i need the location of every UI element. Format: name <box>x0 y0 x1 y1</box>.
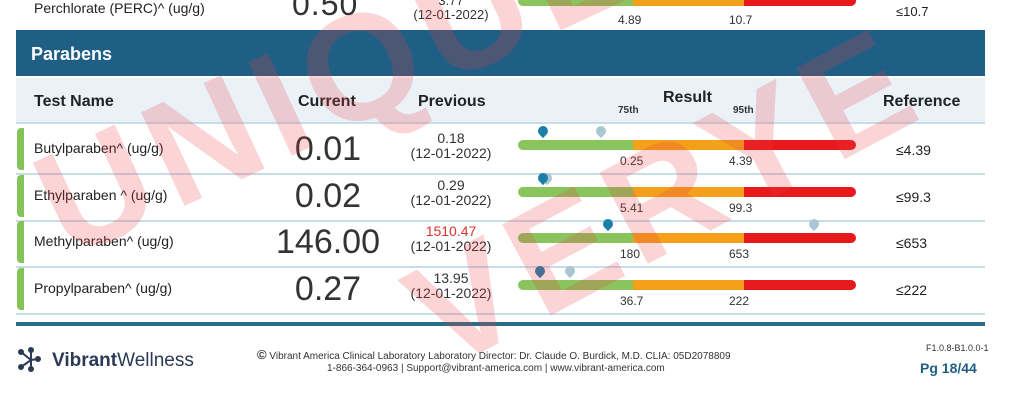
row-divider <box>16 220 985 222</box>
bar-high-segment <box>744 233 856 243</box>
header-result: Result <box>663 89 712 106</box>
bar-high-segment <box>744 0 856 6</box>
row-divider <box>16 173 985 175</box>
current-value: 0.50 <box>292 0 359 22</box>
result-bar <box>518 280 856 290</box>
bar-normal-segment <box>518 140 633 150</box>
previous-date: (12-01-2022) <box>413 7 489 22</box>
section-header-bar <box>16 30 985 76</box>
row-divider <box>16 122 985 124</box>
reference-value: ≤653 <box>896 235 928 251</box>
test-name: Butylparaben^ (ug/g) <box>34 140 164 156</box>
previous-marker-icon <box>593 123 608 139</box>
header-test-name: Test Name <box>34 93 114 110</box>
previous-date: (12-01-2022) <box>410 285 492 301</box>
previous-value: 0.18 (12-01-2022) <box>403 131 499 161</box>
copyright-icon: © <box>257 347 267 362</box>
tick-95th: 4.39 <box>729 154 753 168</box>
row-status-tab <box>17 175 24 217</box>
bar-normal-segment <box>518 233 633 243</box>
tick-75th: 4.89 <box>618 13 642 27</box>
reference-value: ≤4.39 <box>896 142 931 158</box>
row-status-tab <box>17 128 24 170</box>
reference-value: ≤99.3 <box>896 189 931 205</box>
previous-value: 13.95 (12-01-2022) <box>403 271 499 301</box>
previous-value: 1510.47 (12-01-2022) <box>403 224 499 254</box>
bar-normal-segment <box>518 0 633 6</box>
previous-number: 0.29 <box>437 177 465 193</box>
previous-number: 3.77 <box>438 0 464 8</box>
previous-date: (12-01-2022) <box>410 192 492 208</box>
table-header <box>16 78 985 122</box>
logo-light: Wellness <box>117 350 194 371</box>
previous-date: (12-01-2022) <box>410 145 492 161</box>
bar-elevated-segment <box>632 187 745 197</box>
current-marker-icon <box>536 123 551 139</box>
result-bar <box>518 233 856 243</box>
footer-lab-info: © Vibrant America Clinical Laboratory La… <box>257 347 731 362</box>
reference-value: ≤222 <box>896 282 928 298</box>
result-bar <box>518 187 856 197</box>
previous-date: (12-01-2022) <box>410 238 492 254</box>
tick-95th: 10.7 <box>729 13 753 27</box>
bar-high-segment <box>744 280 856 290</box>
bar-elevated-segment <box>632 233 745 243</box>
row-status-tab <box>17 268 24 310</box>
tick-95th: 653 <box>729 247 750 261</box>
test-name: Propylparaben^ (ug/g) <box>34 280 173 296</box>
row-status-tab <box>17 221 24 263</box>
current-value: 146.00 <box>276 223 380 261</box>
bar-elevated-segment <box>632 140 745 150</box>
vibrant-logo-icon <box>16 347 48 378</box>
bar-elevated-segment <box>632 0 745 6</box>
tick-75th: 5.41 <box>620 201 644 215</box>
current-value: 0.02 <box>294 177 362 215</box>
header-75th: 75th <box>618 105 639 116</box>
logo-bold: Vibrant <box>52 350 118 371</box>
page-number: Pg 18/44 <box>920 360 977 376</box>
section-title: Parabens <box>31 44 113 64</box>
test-name: Perchlorate (PERC)^ (ug/g) <box>34 0 205 16</box>
bar-elevated-segment <box>632 280 745 290</box>
version-label: F1.0.8-B1.0.0-1 <box>926 343 989 353</box>
result-bar <box>518 140 856 150</box>
footer-divider <box>16 322 985 326</box>
row-divider <box>16 313 985 315</box>
result-bar <box>518 0 856 6</box>
header-current: Current <box>298 93 356 110</box>
header-reference: Reference <box>883 93 961 110</box>
vibrant-logo-text: VibrantWellness <box>52 350 194 372</box>
tick-95th: 222 <box>729 294 750 308</box>
header-previous: Previous <box>418 93 486 110</box>
previous-number: 13.95 <box>433 270 469 286</box>
tick-75th: 36.7 <box>620 294 644 308</box>
previous-value: 3.77 (12-01-2022) <box>403 0 499 22</box>
bar-normal-segment <box>518 187 633 197</box>
tick-95th: 99.3 <box>729 201 753 215</box>
test-name: Methylparaben^ (ug/g) <box>34 233 174 249</box>
current-value: 0.01 <box>294 130 362 168</box>
footer-contact: 1-866-364-0963 | Support@vibrant-america… <box>327 363 665 374</box>
tick-75th: 0.25 <box>620 154 644 168</box>
header-95th: 95th <box>733 105 754 116</box>
current-value: 0.27 <box>294 270 362 308</box>
row-divider <box>16 266 985 268</box>
previous-value: 0.29 (12-01-2022) <box>403 178 499 208</box>
previous-number: 1510.47 <box>425 223 477 239</box>
tick-75th: 180 <box>620 247 641 261</box>
test-name: Ethylparaben ^ (ug/g) <box>34 187 168 203</box>
reference-value: ≤10.7 <box>896 4 929 19</box>
bar-high-segment <box>744 140 856 150</box>
previous-number: 0.18 <box>437 130 465 146</box>
footer-line1: Vibrant America Clinical Laboratory Labo… <box>269 351 731 362</box>
bar-high-segment <box>744 187 856 197</box>
bar-normal-segment <box>518 280 633 290</box>
